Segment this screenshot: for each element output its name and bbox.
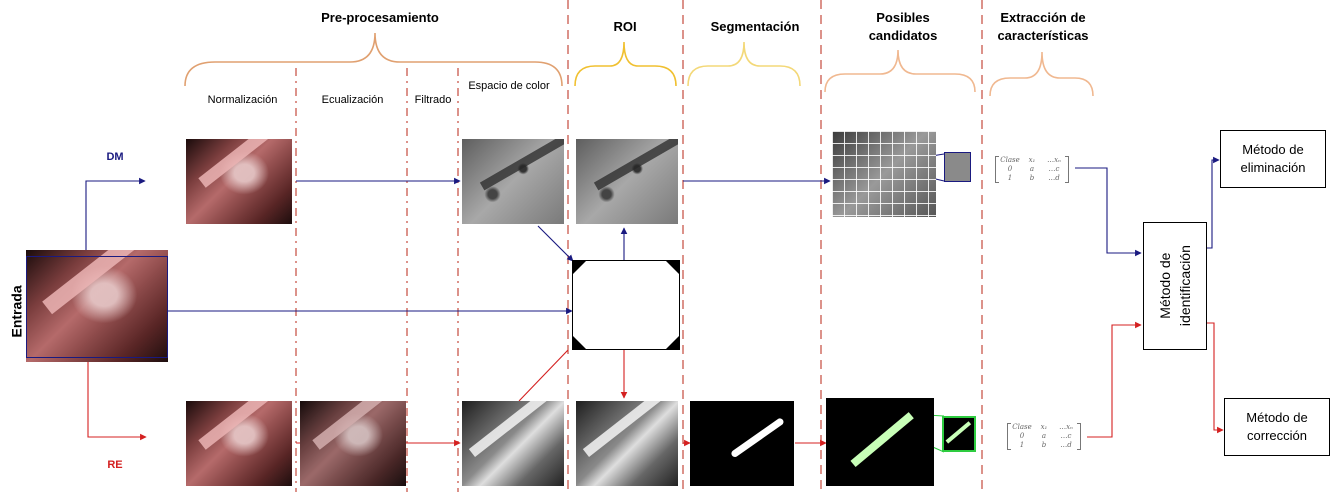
input-label: Entrada — [8, 285, 25, 338]
brace-features — [989, 51, 1094, 97]
roi-mask — [572, 260, 680, 350]
header-roi: ROI — [613, 19, 637, 34]
re-candidates-image — [826, 398, 934, 486]
brace-segmentation — [687, 41, 801, 87]
re-equalized-image — [300, 401, 406, 486]
dm-features-matrix: Clase x₁ …xₙ 0 a …c 1 b …d — [995, 156, 1069, 183]
re-color-space-image — [462, 401, 564, 486]
substep-normalization: Normalización — [207, 94, 278, 106]
substep-color-space: Espacio de color — [468, 80, 550, 92]
identification-method-label: Método de identificación — [1156, 245, 1192, 327]
dm-candidates-grid-image — [832, 131, 936, 217]
dm-roi-image — [576, 139, 678, 224]
substep-filtering: Filtrado — [414, 94, 452, 106]
input-image — [26, 250, 168, 362]
re-segmentation-image — [690, 401, 794, 486]
re-normalized-image — [186, 401, 292, 486]
re-roi-image — [576, 401, 678, 486]
correction-method-box: Método de corrección — [1224, 398, 1330, 456]
header-preprocessing: Pre-procesamiento — [321, 10, 439, 25]
substep-equalization: Ecualización — [321, 94, 384, 106]
re-features-matrix: Clase x₁ …xₙ 0 a …c 1 b …d — [1007, 423, 1081, 450]
brace-roi — [574, 41, 677, 87]
re-candidate-patch — [942, 416, 976, 452]
brace-preprocessing — [184, 32, 563, 87]
brace-candidates — [824, 49, 976, 93]
identification-method-box: Método de identificación — [1143, 222, 1207, 350]
re-label: RE — [107, 459, 123, 471]
dm-normalized-image — [186, 139, 292, 224]
dm-candidate-patch — [944, 152, 971, 182]
elimination-method-box: Método de eliminación — [1220, 130, 1326, 188]
header-candidates: Posibles candidatos — [868, 10, 938, 43]
dm-color-space-image — [462, 139, 564, 224]
header-features: Extracción de características — [997, 10, 1089, 43]
header-segmentation: Segmentación — [710, 19, 800, 34]
dm-label: DM — [106, 151, 124, 163]
